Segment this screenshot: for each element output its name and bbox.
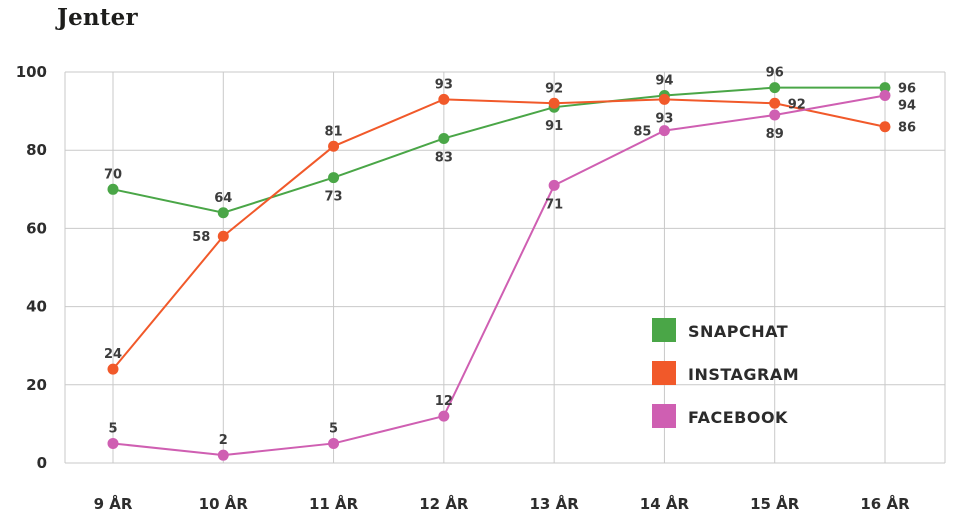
legend-item-snapchat: SNAPCHAT — [652, 318, 788, 342]
data-point-label: 91 — [545, 119, 563, 134]
data-point-label: 64 — [214, 191, 232, 206]
legend-swatch — [652, 318, 676, 342]
data-point-label: 96 — [766, 66, 784, 81]
y-axis-tick-label: 80 — [26, 141, 47, 159]
x-axis-tick-label: 16 ÅR — [860, 494, 910, 513]
data-point — [217, 207, 229, 219]
data-point — [328, 140, 340, 152]
series-facebook: 5 2 5 12 71 85 89 94 — [107, 89, 916, 461]
y-axis-tick-label: 40 — [26, 298, 47, 316]
data-point — [658, 125, 670, 137]
y-axis-tick-label: 0 — [37, 454, 47, 472]
series-line — [112, 94, 886, 457]
data-point-label: 71 — [545, 197, 563, 212]
data-point-label: 5 — [329, 421, 338, 436]
data-point — [548, 179, 560, 191]
data-point — [217, 449, 229, 461]
series-line — [112, 86, 885, 214]
legend-label: FACEBOOK — [688, 408, 788, 427]
data-point — [107, 363, 119, 375]
data-point-label: 70 — [104, 167, 122, 182]
data-point-label: 86 — [898, 121, 916, 136]
data-point — [438, 132, 450, 144]
data-point-label: 85 — [633, 125, 651, 140]
data-point — [769, 82, 781, 94]
y-axis-tick-label: 60 — [26, 219, 47, 237]
data-point — [328, 172, 340, 184]
legend-label: SNAPCHAT — [688, 322, 788, 341]
series-instagram: 24 58 81 93 92 93 92 86 — [104, 77, 916, 375]
data-point — [769, 109, 781, 121]
data-point — [879, 89, 891, 101]
x-axis-tick-label: 10 ÅR — [199, 494, 249, 513]
legend-item-facebook: FACEBOOK — [652, 404, 788, 428]
legend-item-instagram: INSTAGRAM — [652, 361, 799, 385]
data-point-label: 58 — [192, 230, 210, 245]
x-axis-tick-label: 9 ÅR — [94, 494, 133, 513]
data-point-label: 89 — [766, 127, 784, 142]
legend-label: INSTAGRAM — [688, 365, 799, 384]
data-point — [107, 437, 119, 449]
data-point-label: 93 — [435, 77, 453, 92]
grid — [64, 71, 946, 464]
data-point — [879, 82, 891, 94]
data-point-label: 81 — [325, 124, 343, 139]
legend: SNAPCHAT INSTAGRAM FACEBOOK — [652, 318, 799, 428]
x-axis-tick-label: 11 ÅR — [309, 494, 359, 513]
chart-title: Jenter — [57, 4, 138, 31]
data-point-label: 92 — [788, 97, 806, 112]
data-point-label: 93 — [655, 111, 673, 126]
data-point — [107, 183, 119, 195]
data-point-label: 5 — [108, 421, 117, 436]
x-axis-tick-label: 13 ÅR — [530, 494, 580, 513]
data-point — [328, 437, 340, 449]
data-point — [217, 230, 229, 242]
data-point-label: 12 — [435, 394, 453, 409]
data-point-label: 83 — [435, 150, 453, 165]
data-point-label: 92 — [545, 81, 563, 96]
data-point-label: 94 — [655, 73, 673, 88]
data-point-label: 73 — [325, 190, 343, 205]
x-axis-tick-label: 14 ÅR — [640, 494, 690, 513]
data-point — [438, 410, 450, 422]
y-axis-tick-label: 20 — [26, 376, 47, 394]
x-axis-tick-label: 15 ÅR — [750, 494, 800, 513]
data-point — [548, 97, 560, 109]
series-line — [112, 98, 886, 370]
data-point — [769, 97, 781, 109]
data-point — [658, 93, 670, 105]
data-point-label: 94 — [898, 98, 916, 113]
data-point — [438, 93, 450, 105]
legend-swatch — [652, 404, 676, 428]
x-axis-tick-label: 12 ÅR — [419, 494, 469, 513]
data-point-label: 24 — [104, 347, 122, 362]
data-point-label: 2 — [219, 433, 228, 448]
data-point-label: 96 — [898, 82, 916, 97]
y-axis-tick-label: 100 — [16, 63, 47, 81]
legend-swatch — [652, 361, 676, 385]
data-point — [879, 121, 891, 133]
